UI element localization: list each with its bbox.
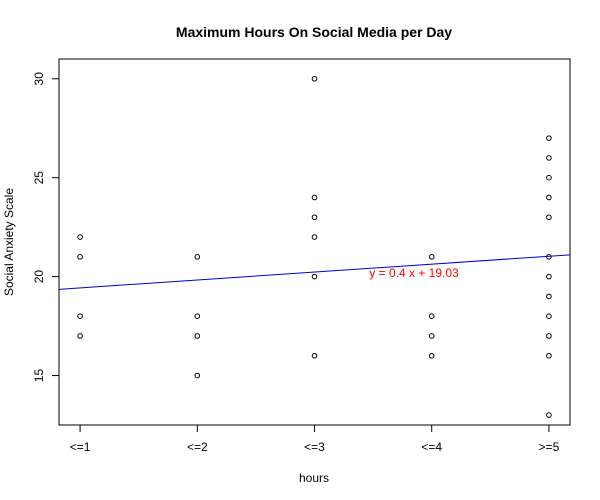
data-point: [546, 135, 552, 141]
x-axis-label: hours: [299, 471, 329, 485]
regression-equation: y = 0.4 x + 19.03: [369, 266, 459, 280]
x-tick-label: <=1: [70, 440, 91, 454]
data-point: [311, 273, 318, 280]
data-point: [546, 273, 552, 280]
data-point: [546, 352, 552, 359]
data-point: [428, 352, 435, 359]
y-tick-label: 20: [32, 270, 46, 284]
data-point: [546, 412, 552, 418]
x-tick-label: >=5: [539, 440, 560, 454]
data-point: [311, 214, 318, 221]
data-point: [77, 254, 83, 260]
regression-line: [58, 254, 571, 290]
x-tick-label: <=2: [187, 440, 208, 454]
x-axis: <=1 <=2 <=3 <=4 >=5: [70, 424, 560, 454]
data-point: [428, 254, 435, 260]
x-tick-label: <=4: [421, 440, 442, 454]
data-point: [194, 333, 201, 339]
data-point: [546, 174, 552, 181]
data-point: [428, 333, 435, 339]
data-point: [546, 194, 552, 201]
data-point: [311, 75, 318, 82]
data-point: [546, 333, 552, 339]
data-point: [546, 155, 552, 161]
plot-frame: [58, 58, 571, 426]
y-tick-label: 15: [32, 369, 46, 383]
y-tick-label: 25: [32, 171, 46, 185]
data-point: [546, 313, 552, 319]
data-point: [77, 234, 83, 240]
data-point: [311, 234, 318, 240]
data-point: [311, 352, 318, 359]
data-point: [194, 313, 201, 319]
data-point: [194, 254, 201, 260]
data-point: [194, 372, 201, 379]
y-axis-label: Social Anxiety Scale: [2, 188, 16, 296]
data-point: [77, 313, 83, 319]
data-point: [546, 214, 552, 221]
x-tick-label: <=3: [304, 440, 325, 454]
data-point: [77, 333, 83, 339]
data-points: [77, 75, 552, 418]
data-point: [311, 194, 318, 201]
y-axis: 15 20 25 30: [32, 72, 60, 383]
data-point: [546, 293, 552, 300]
y-tick-label: 30: [32, 72, 46, 86]
data-point: [428, 313, 435, 319]
chart-title: Maximum Hours On Social Media per Day: [176, 24, 452, 40]
